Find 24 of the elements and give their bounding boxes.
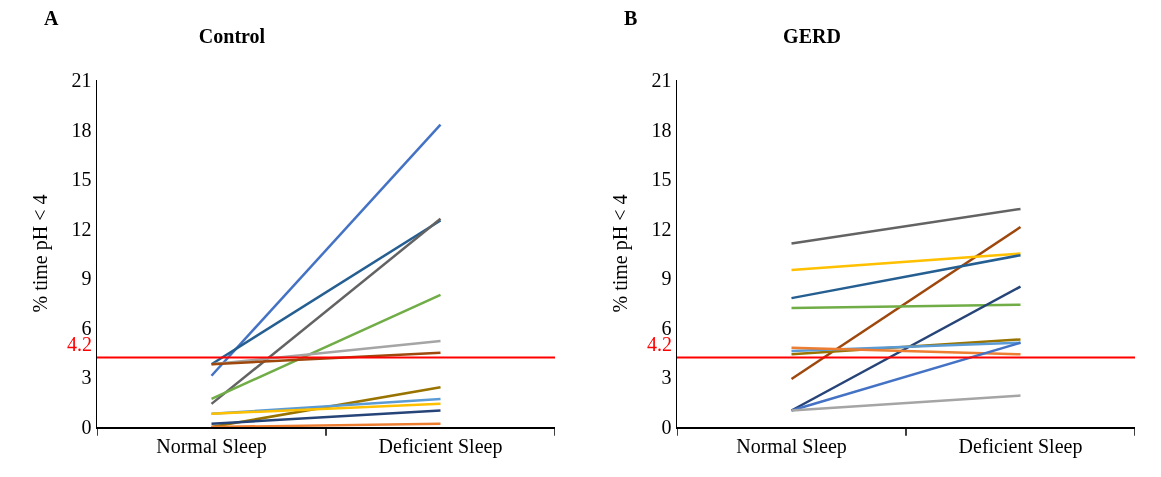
y-tick-label: 3	[81, 366, 92, 389]
y-axis-title: % time pH < 4	[608, 194, 632, 313]
y-tick-label: 21	[651, 69, 672, 91]
x-tick-label: Normal Sleep	[736, 434, 847, 458]
y-tick-label: 18	[651, 118, 672, 141]
chart-title: Control	[198, 24, 266, 47]
y-axis-title: % time pH < 4	[28, 194, 52, 313]
chart-title: GERD	[783, 24, 841, 47]
y-tick-label: 0	[661, 416, 672, 438]
x-tick-label: Deficient Sleep	[378, 434, 503, 458]
y-tick-label: 15	[71, 168, 92, 191]
y-tick-label: 21	[71, 69, 92, 91]
x-tick-label: Deficient Sleep	[958, 434, 1083, 458]
y-tick-label: 9	[661, 267, 672, 290]
text: B	[624, 7, 638, 29]
y-tick-label: 3	[661, 366, 672, 389]
y-tick-label: 12	[71, 217, 92, 240]
y-tick-label: 12	[651, 217, 672, 240]
y-tick-label: 15	[651, 168, 672, 191]
x-tick-label: Normal Sleep	[156, 434, 267, 458]
y-tick-label: 18	[71, 118, 92, 141]
y-tick-label: 9	[81, 267, 92, 290]
text: A	[44, 7, 59, 29]
y-tick-label: 0	[81, 416, 92, 438]
